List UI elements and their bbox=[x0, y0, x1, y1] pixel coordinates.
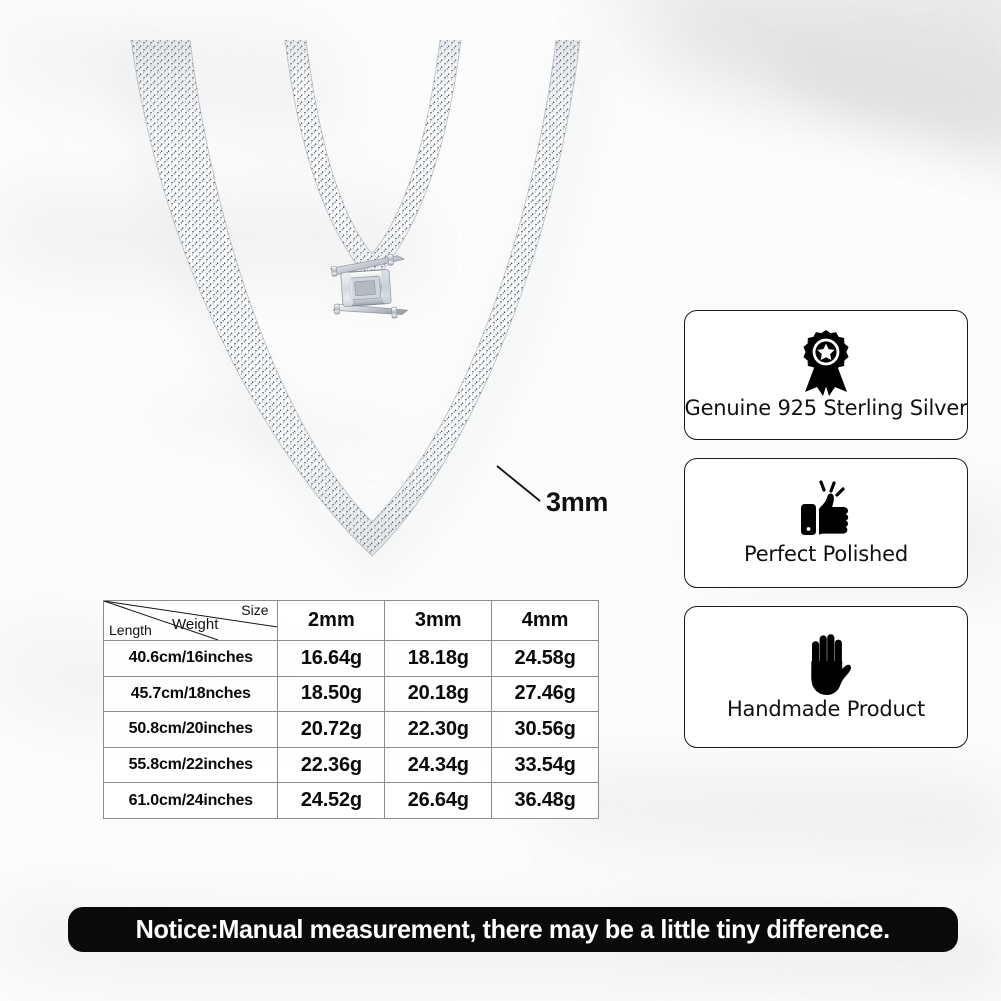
cell-4-0: 24.52g bbox=[277, 782, 386, 819]
notice-text: Notice:Manual measurement, there may be … bbox=[135, 914, 891, 944]
row-length-4: 61.0cm/24inches bbox=[102, 782, 279, 819]
row-length-2: 50.8cm/20inches bbox=[102, 711, 279, 748]
cell-1-2: 27.46g bbox=[491, 675, 599, 713]
cell-2-1: 22.30g bbox=[384, 711, 493, 748]
table-col-header-2: 4mm bbox=[491, 600, 599, 641]
table-col-header-1: 3mm bbox=[384, 600, 493, 641]
feature-card-label-2: Handmade Product bbox=[726, 697, 926, 721]
cell-3-2: 33.54g bbox=[491, 746, 599, 784]
notice-banner: Notice:Manual measurement, there may be … bbox=[68, 907, 958, 952]
cell-2-2: 30.56g bbox=[491, 711, 599, 748]
table-corner-cell: Size Weight Length bbox=[102, 600, 279, 641]
table-row: 40.6cm/16inches 16.64g 18.18g 24.58g bbox=[102, 640, 599, 677]
table-row: 55.8cm/22inches 22.36g 24.34g 33.54g bbox=[102, 746, 599, 784]
table-row: 61.0cm/24inches 24.52g 26.64g 36.48g bbox=[102, 782, 599, 819]
cell-4-1: 26.64g bbox=[384, 782, 493, 819]
feature-card-list: Genuine 925 Sterling Silver Perfect Poli… bbox=[684, 310, 970, 766]
callout-leader-line bbox=[496, 465, 541, 502]
table-row: 45.7cm/18nches 18.50g 20.18g 27.46g bbox=[102, 675, 599, 713]
clasp bbox=[329, 253, 409, 319]
feature-card-label-0: Genuine 925 Sterling Silver bbox=[684, 396, 968, 420]
feature-card-perfect-polished: Perfect Polished bbox=[684, 458, 968, 588]
row-length-1: 45.7cm/18nches bbox=[102, 675, 279, 713]
cell-0-0: 16.64g bbox=[277, 640, 386, 677]
cell-0-1: 18.18g bbox=[384, 640, 493, 677]
corner-diagonal-lines bbox=[104, 601, 277, 640]
feature-card-label-1: Perfect Polished bbox=[744, 542, 908, 566]
table-col-header-0: 2mm bbox=[277, 600, 386, 641]
feature-card-handmade: Handmade Product bbox=[684, 606, 968, 748]
cell-1-1: 20.18g bbox=[384, 675, 493, 713]
size-weight-table: Size Weight Length 2mm 3mm 4mm 40.6cm/16… bbox=[102, 600, 599, 819]
corner-label-weight: Weight bbox=[172, 616, 219, 633]
cell-1-0: 18.50g bbox=[277, 675, 386, 713]
row-length-0: 40.6cm/16inches bbox=[102, 640, 279, 677]
corner-label-length: Length bbox=[109, 622, 152, 638]
table-row: 50.8cm/20inches 20.72g 22.30g 30.56g bbox=[102, 711, 599, 748]
row-length-3: 55.8cm/22inches bbox=[102, 746, 279, 784]
cell-3-1: 24.34g bbox=[384, 746, 493, 784]
necklace-photo: 3mm bbox=[128, 39, 609, 574]
cell-2-0: 20.72g bbox=[277, 711, 386, 748]
thumbs-up-icon bbox=[798, 480, 854, 542]
cell-4-2: 36.48g bbox=[491, 782, 599, 819]
award-ribbon-icon bbox=[797, 330, 855, 396]
chain-inner-loop bbox=[284, 39, 462, 284]
chain-width-callout: 3mm bbox=[546, 487, 609, 517]
feature-card-genuine-silver: Genuine 925 Sterling Silver bbox=[684, 310, 968, 440]
cell-3-0: 22.36g bbox=[277, 746, 386, 784]
table-header-row: Size Weight Length 2mm 3mm 4mm bbox=[102, 600, 599, 641]
hand-palm-icon bbox=[800, 633, 852, 697]
corner-label-size: Size bbox=[241, 602, 269, 618]
cell-0-2: 24.58g bbox=[491, 640, 599, 677]
